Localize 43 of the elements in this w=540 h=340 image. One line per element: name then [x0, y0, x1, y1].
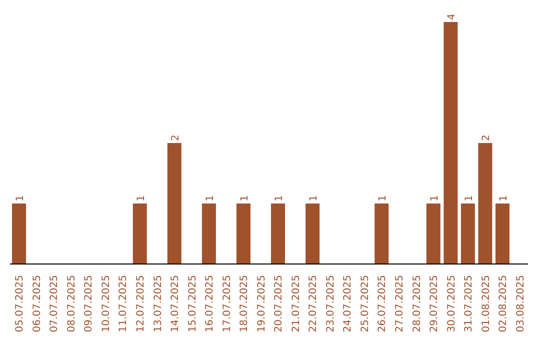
x-tick-label: 19.07.2025	[256, 275, 268, 332]
x-tick-label: 09.07.2025	[84, 275, 95, 332]
data-label: 1	[136, 195, 147, 202]
data-label: 1	[429, 195, 440, 202]
x-tick-label: 13.07.2025	[152, 275, 164, 332]
x-tick-label: 24.07.2025	[342, 275, 354, 332]
x-tick-label: 12.07.2025	[136, 275, 146, 332]
x-tick-label: 06.07.2025	[32, 275, 43, 332]
x-tick-label: 29.07.2025	[429, 275, 440, 332]
x-tick-label: 08.07.2025	[66, 275, 78, 332]
x-tick-label: 31.07.2025	[464, 275, 475, 332]
x-tick-label: 17.07.2025	[222, 275, 233, 332]
data-label: 1	[378, 195, 389, 202]
x-tick-label: 22.07.2025	[308, 275, 320, 332]
x-tick-label: 11.07.2025	[118, 275, 130, 332]
data-label: 1	[204, 195, 216, 202]
x-tick-label: 23.07.2025	[325, 275, 336, 332]
x-tick-label: 02.08.2025	[498, 275, 510, 332]
data-label: 4	[446, 14, 458, 20]
x-tick-label: 01.08.2025	[480, 275, 492, 332]
data-label: 1	[15, 195, 26, 202]
x-tick-label: 16.07.2025	[204, 275, 216, 332]
x-tick-label: 20.07.2025	[274, 275, 285, 332]
x-tick-label: 15.07.2025	[187, 275, 198, 332]
data-label: 1	[498, 195, 510, 202]
x-tick-label: 10.07.2025	[100, 275, 112, 332]
x-tick-label: 27.07.2025	[394, 275, 406, 332]
data-label: 2	[481, 134, 492, 141]
data-label: 2	[170, 134, 182, 141]
x-tick-label: 21.07.2025	[290, 275, 302, 332]
data-label: 1	[464, 195, 475, 202]
x-tick-label: 26.07.2025	[377, 275, 388, 332]
x-tick-label: 25.07.2025	[360, 275, 371, 332]
data-label: 1	[274, 195, 285, 202]
x-tick-label: 03.08.2025	[515, 275, 526, 332]
data-label: 1	[308, 195, 320, 202]
x-tick-label: 14.07.2025	[170, 275, 182, 332]
x-tick-label: 05.07.2025	[14, 275, 26, 332]
x-tick-label: 28.07.2025	[412, 275, 423, 332]
x-tick-label: 30.07.2025	[446, 275, 458, 332]
x-tick-label: 18.07.2025	[239, 275, 250, 332]
x-tick-label: 07.07.2025	[49, 275, 60, 332]
data-label: 1	[239, 195, 250, 202]
